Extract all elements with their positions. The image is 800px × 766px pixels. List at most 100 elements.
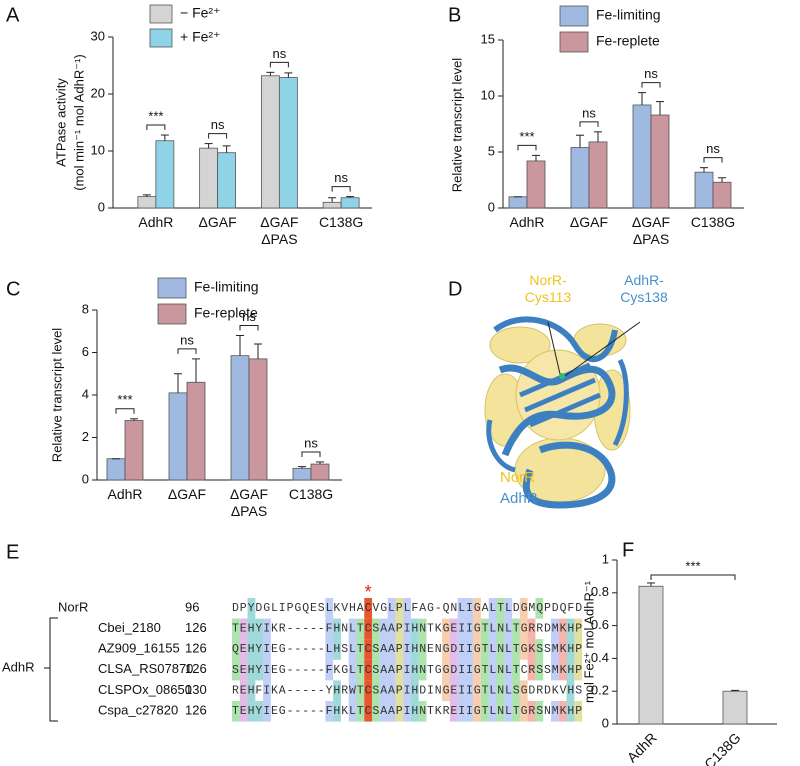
significance-bracket [146,124,166,131]
residue-highlight [558,659,567,681]
residue-highlight [387,598,396,619]
y-tick-label: 15 [481,31,495,46]
bar [186,381,206,481]
x-tick-label: ΔGAF [198,214,237,230]
legend-label: Fe-replete [194,305,258,321]
x-tick-label-box: ΔGAF ΔPAS [260,214,298,247]
significance-bracket [269,61,289,68]
residue-highlight [457,701,466,722]
residue-highlight [550,659,559,681]
bar [526,160,546,209]
residue-highlight [527,639,536,660]
conserved-marker: * [365,582,372,602]
residue-highlight [512,618,520,640]
legend-swatch [157,303,187,325]
residue-highlight [247,598,256,619]
residue-highlight [247,618,256,640]
residue-highlight [356,618,365,640]
residue-highlight [512,680,520,701]
x-tick-label: C138G [690,214,736,230]
bar [124,420,144,481]
y-axis-label: Relative transcript level [49,328,64,462]
residue-highlight [263,701,271,722]
residue-highlight [232,701,240,722]
residue-highlight [519,701,528,722]
residue-highlight [504,680,513,701]
residue-highlight [325,639,334,660]
x-tick-label-box: ΔGAF [570,214,608,230]
residue-highlight [239,618,248,640]
residue-highlight [255,659,264,681]
residue-highlight [473,598,481,619]
residue-highlight [504,659,513,681]
significance-label: ns [242,309,256,324]
residue-highlight [574,618,583,640]
legend-label: Fe-limiting [194,279,259,295]
y-tick-label: 0.2 [591,683,609,698]
x-tick-label: AdhR [624,729,660,765]
residue-highlight [449,659,458,681]
residue-highlight [457,639,466,660]
residue-highlight [504,701,513,722]
protein-structure [484,316,641,509]
y-tick-label: 8 [82,301,89,316]
helix-norr [489,326,551,364]
residue-highlight [496,680,505,701]
residue-highlight [442,680,450,701]
significance-label: *** [685,558,700,573]
residue-highlight [356,701,365,722]
residue-highlight [535,639,544,660]
sequence-name: Cbei_2180 [98,620,161,635]
ribbon-adhr [612,358,629,447]
residue-highlight [418,701,427,722]
bar [508,196,528,209]
residue-highlight [504,598,513,619]
residue-highlight [519,618,528,640]
panel-label: B [448,4,461,26]
residue-highlight [387,639,396,660]
y-tick-label: 0 [98,199,105,214]
residue-highlight [457,680,466,701]
residue-highlight [255,618,264,640]
x-tick-label-box: AdhR [509,214,545,230]
bar [199,147,219,209]
residue-highlight [403,659,411,681]
residue-highlight [333,639,341,660]
bar [588,141,608,209]
bar [106,458,126,481]
sequence: QEHYIEG-----LHSLTCSAAPIHNENGDIIGTLNLTGKS… [232,643,582,656]
residue-highlight [403,598,411,619]
residue-highlight [333,701,341,722]
y-tick-label: 20 [91,85,105,100]
bar [230,355,250,481]
y-tick-label: 10 [481,87,495,102]
residue-highlight [488,639,497,660]
x-tick-label-box: AdhR [138,214,173,230]
legend-swatch [559,5,589,27]
residue-highlight [239,701,248,722]
site-pointer [564,321,641,377]
residue-highlight [356,659,365,681]
legend-swatch [559,31,589,53]
residue-highlight [473,680,481,701]
y-tick-label: 0 [82,471,89,486]
y-tick-label: 1 [602,551,609,566]
y-tick-label: 2 [82,429,89,444]
residue-highlight [348,618,357,640]
residue-highlight [239,680,248,701]
bar [322,201,342,209]
x-tick-label: AdhR [509,214,545,230]
y-tick-label: 0.6 [591,617,609,632]
sequence-name: CLSPOx_08650 [98,682,192,697]
ribbon-adhr [519,362,601,428]
residue-highlight [449,639,458,660]
y-tick-label: 30 [91,28,105,43]
panel-label: C [6,278,20,300]
residue-highlight [395,680,404,701]
residue-highlight [387,701,396,722]
sequence-name: CLSA_RS07870 [98,661,193,676]
residue-highlight [348,680,357,701]
residue-highlight [372,659,380,681]
residue-highlight [325,618,334,640]
residue-highlight [550,701,559,722]
